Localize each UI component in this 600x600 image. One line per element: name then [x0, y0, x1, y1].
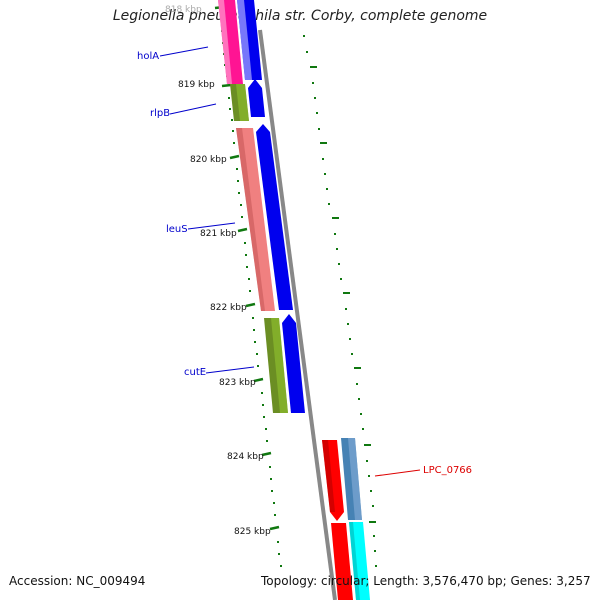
gene-label-holA: holA [137, 51, 159, 62]
gene-leuS-shade [236, 128, 265, 311]
gene-label-cutE: cutE [184, 367, 206, 378]
gene-rlpB-highlight [236, 84, 249, 121]
ruler-labels: 818 kbp 819 kbp 820 kbp 821 kbp 822 kbp … [165, 5, 271, 537]
tick-track-left [221, 30, 282, 567]
gene-LPC_0766-highlight [348, 438, 362, 520]
gene-cyan-shade [349, 522, 360, 600]
gene-forward-3[interactable] [256, 124, 293, 310]
ruler-label-819: 819 kbp [178, 80, 215, 90]
ruler-label-818: 818 kbp [165, 5, 202, 15]
ruler-label-820: 820 kbp [190, 155, 227, 165]
ruler-label-823: 823 kbp [219, 378, 256, 388]
accession-text: Accession: NC_009494 [9, 574, 146, 588]
ruler-label-824: 824 kbp [227, 452, 264, 462]
gene-cutE-highlight [271, 318, 288, 413]
tick-track-right [303, 35, 377, 567]
gene-label-leuS: leuS [166, 224, 188, 235]
gene-label-LPC_0766: LPC_0766 [423, 465, 472, 476]
ruler-label-822: 822 kbp [210, 303, 247, 313]
gene-holA-highlight [218, 0, 232, 84]
gene-red-2[interactable] [331, 523, 353, 600]
label-leaders [159, 46, 421, 477]
gene-labels: holA rlpB leuS cutE LPC_0766 [137, 51, 472, 476]
ruler-label-821: 821 kbp [200, 229, 237, 239]
gene-red-1-shade [322, 440, 335, 512]
gene-forward-4[interactable] [282, 314, 305, 413]
genome-title: Legionella pneumophila str. Corby, compl… [112, 8, 488, 24]
gene-label-rlpB: rlpB [150, 108, 170, 119]
gene-forward-1-highlight [237, 0, 252, 80]
genome-summary-text: Topology: circular; Length: 3,576,470 bp… [261, 574, 591, 588]
gene-forward-2[interactable] [248, 79, 265, 117]
genome-backbone [258, 29, 337, 600]
ruler-label-825: 825 kbp [234, 527, 271, 537]
